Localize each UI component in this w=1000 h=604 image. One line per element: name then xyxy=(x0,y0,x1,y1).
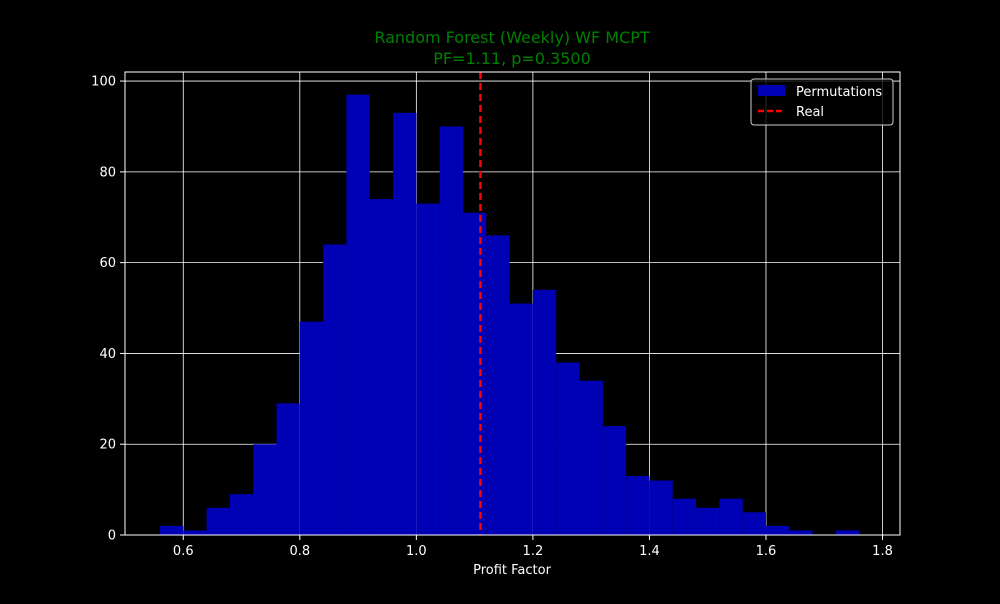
histogram-bar-2 xyxy=(206,507,230,535)
histogram-bar-17 xyxy=(556,362,580,535)
chart-subtitle: PF=1.11, p=0.3500 xyxy=(433,49,591,68)
histogram-bar-25 xyxy=(742,512,766,535)
legend-permutations-label: Permutations xyxy=(796,85,882,100)
y-tick-label-5: 100 xyxy=(91,75,116,90)
x-axis-label: Profit Factor xyxy=(473,563,551,578)
histogram-bar-19 xyxy=(602,426,627,535)
x-tick-label-4: 1.4 xyxy=(639,544,660,559)
histogram-bar-13 xyxy=(462,212,487,535)
histogram-bar-18 xyxy=(579,380,603,535)
histogram-bar-20 xyxy=(626,475,650,535)
histogram-bar-15 xyxy=(509,303,533,535)
histogram-bar-14 xyxy=(486,235,510,536)
legend-box xyxy=(750,78,894,126)
histogram-bar-11 xyxy=(416,203,440,535)
y-axis-ticks: 0 20 40 60 80 100 xyxy=(91,75,125,544)
y-tick-label-3: 60 xyxy=(99,256,116,271)
histogram-bar-4 xyxy=(253,444,277,535)
axes-frame xyxy=(124,71,901,536)
legend-real-label: Real xyxy=(796,105,824,120)
histogram-bars xyxy=(159,94,860,536)
histogram-bar-0 xyxy=(159,525,184,535)
y-tick-label-0: 0 xyxy=(108,529,116,544)
y-tick-label-2: 40 xyxy=(99,347,116,362)
histogram-bar-27 xyxy=(789,530,813,535)
histogram-bar-8 xyxy=(346,94,370,535)
histogram-bar-24 xyxy=(719,498,743,535)
histogram-bar-5 xyxy=(276,403,300,535)
histogram-bar-9 xyxy=(369,199,394,536)
x-tick-label-1: 0.8 xyxy=(289,544,310,559)
chart-title: Random Forest (Weekly) WF MCPT xyxy=(374,28,650,47)
histogram-bar-10 xyxy=(393,112,417,536)
histogram-bar-6 xyxy=(299,321,324,535)
x-tick-label-5: 1.6 xyxy=(756,544,777,559)
x-axis-ticks: 0.6 0.8 1.0 1.2 1.4 1.6 1.8 xyxy=(173,535,893,559)
histogram-bar-7 xyxy=(323,244,347,536)
y-tick-label-4: 80 xyxy=(99,165,116,180)
legend: Permutations Real xyxy=(750,78,894,126)
histogram-bar-12 xyxy=(439,126,463,536)
histogram-bar-29 xyxy=(835,530,860,535)
y-tick-label-1: 20 xyxy=(99,438,116,453)
x-tick-label-6: 1.8 xyxy=(872,544,893,559)
histogram-bar-22 xyxy=(672,498,697,535)
histogram-bar-3 xyxy=(229,494,254,535)
x-tick-label-2: 1.0 xyxy=(406,544,427,559)
plot-frame xyxy=(124,71,901,536)
x-tick-label-0: 0.6 xyxy=(173,544,194,559)
histogram-bar-1 xyxy=(183,530,207,535)
histogram-bar-16 xyxy=(532,289,557,535)
histogram-bar-23 xyxy=(696,507,720,535)
legend-permutations-swatch xyxy=(758,85,785,96)
x-tick-label-3: 1.2 xyxy=(523,544,544,559)
histogram-bar-21 xyxy=(649,480,673,535)
histogram-bar-26 xyxy=(765,525,790,535)
